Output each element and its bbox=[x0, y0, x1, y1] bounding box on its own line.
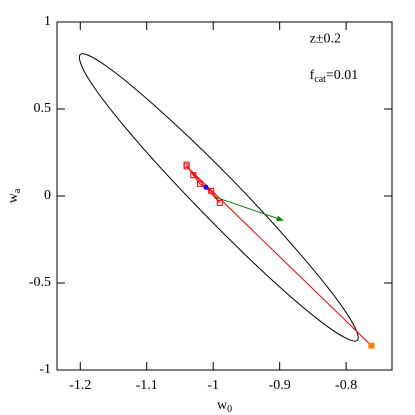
x-axis-label: w0 bbox=[217, 398, 232, 415]
point bbox=[216, 199, 223, 206]
annotation-sub: cat bbox=[314, 74, 326, 85]
point bbox=[203, 184, 209, 190]
annotation-base: f bbox=[310, 68, 315, 83]
x-tick-label: -0.8 bbox=[335, 378, 357, 393]
y-axis-label: wa bbox=[6, 188, 23, 203]
contour bbox=[78, 53, 359, 342]
y-tick-label: 0.5 bbox=[34, 101, 52, 116]
line bbox=[186, 166, 372, 346]
y-tick-label: 1 bbox=[44, 14, 51, 29]
line bbox=[186, 164, 221, 204]
point bbox=[183, 163, 190, 170]
annotation: fcat=0.01 bbox=[310, 68, 359, 85]
y-tick-label: -0.5 bbox=[29, 275, 51, 290]
y-axis-label-sub: a bbox=[12, 188, 23, 193]
y-tick-label: -1 bbox=[39, 362, 51, 377]
x-tick-label: -0.9 bbox=[269, 378, 291, 393]
x-tick-label: -1 bbox=[207, 378, 219, 393]
x-tick-label: -1.1 bbox=[136, 378, 158, 393]
point bbox=[208, 187, 215, 194]
y-tick-label: 0 bbox=[44, 188, 51, 203]
x-axis-label-base: w bbox=[217, 398, 228, 413]
x-tick-label: -1.2 bbox=[69, 378, 91, 393]
annotation: z±0.2 bbox=[310, 32, 341, 47]
x-axis-label-sub: 0 bbox=[227, 404, 232, 415]
y-axis-label-base: w bbox=[6, 192, 21, 203]
arrow bbox=[215, 196, 284, 221]
point bbox=[196, 180, 203, 187]
point bbox=[368, 342, 375, 349]
annotation-rest: =0.01 bbox=[326, 68, 358, 83]
